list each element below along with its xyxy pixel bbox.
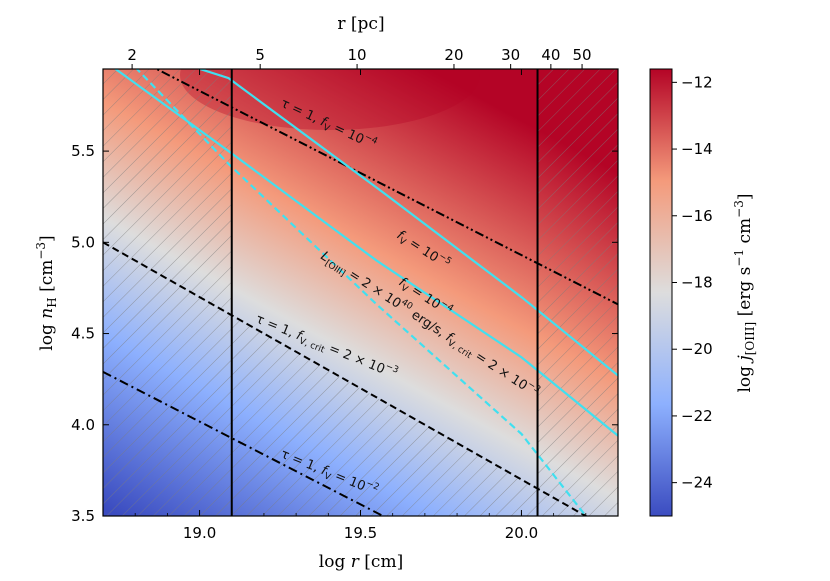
colorbar-tick-label: −20 [681, 340, 713, 358]
top-axis-label: r [pc] [337, 14, 384, 34]
x-tick-label: 19.5 [344, 524, 377, 542]
y-tick-label: 5.5 [71, 142, 95, 160]
colorbar-label: log j[OIII] [erg s−1 cm−3] [732, 194, 757, 393]
heatmap-peak-glow [180, 69, 480, 130]
heatmap-field [103, 69, 618, 516]
series-line-3 [196, 69, 618, 377]
colorbar-tick-label: −18 [681, 273, 713, 291]
top-tick-label: 40 [541, 46, 560, 64]
hatched-regions [103, 69, 618, 516]
colorbar: −12 −14 −16 −18 −20 −22 −24 log j[OIII] [erg s… [649, 68, 757, 517]
hatch-bottom [231, 315, 538, 516]
top-tick-label: 10 [348, 46, 367, 64]
series-line-2 [103, 370, 384, 516]
colorbar-ticks: −12 −14 −16 −18 −20 −22 −24 [672, 73, 713, 492]
colorbar-tick-label: −14 [681, 140, 713, 158]
colorbar-tick-label: −22 [681, 407, 713, 425]
colorbar-tick-label: −24 [681, 474, 713, 492]
top-tick-label: 20 [444, 46, 463, 64]
colorbar-gradient [649, 68, 673, 517]
x-tick-label: 20.0 [505, 524, 538, 542]
y-tick-label: 5.0 [71, 233, 95, 251]
top-tick-label: 30 [501, 46, 520, 64]
y-tick-label: 4.5 [71, 325, 95, 343]
top-tick-label: 50 [573, 46, 592, 64]
series-line-5 [135, 69, 587, 516]
series-line-4 [113, 69, 618, 437]
x-axis-label: log r [cm] [319, 552, 403, 572]
y-axis-label: log nH [cm−3] [34, 235, 59, 350]
y-tick-label: 4.0 [71, 416, 95, 434]
colorbar-tick-label: −16 [681, 207, 713, 225]
hatch-left [103, 69, 232, 516]
series-line-0 [154, 69, 618, 306]
top-tick-label: 5 [255, 46, 265, 64]
x-tick-label: 19.0 [183, 524, 216, 542]
contour-lines [103, 69, 618, 516]
top-tick-label: 2 [127, 46, 137, 64]
hatch-right [537, 69, 618, 516]
colorbar-tick-label: −12 [681, 73, 713, 91]
y-tick-label: 3.5 [71, 507, 95, 525]
axes: 19.0 19.5 20.0 3.5 4.0 4.5 5.0 5.5 2 5 10 20 30 40 50 [71, 46, 618, 542]
